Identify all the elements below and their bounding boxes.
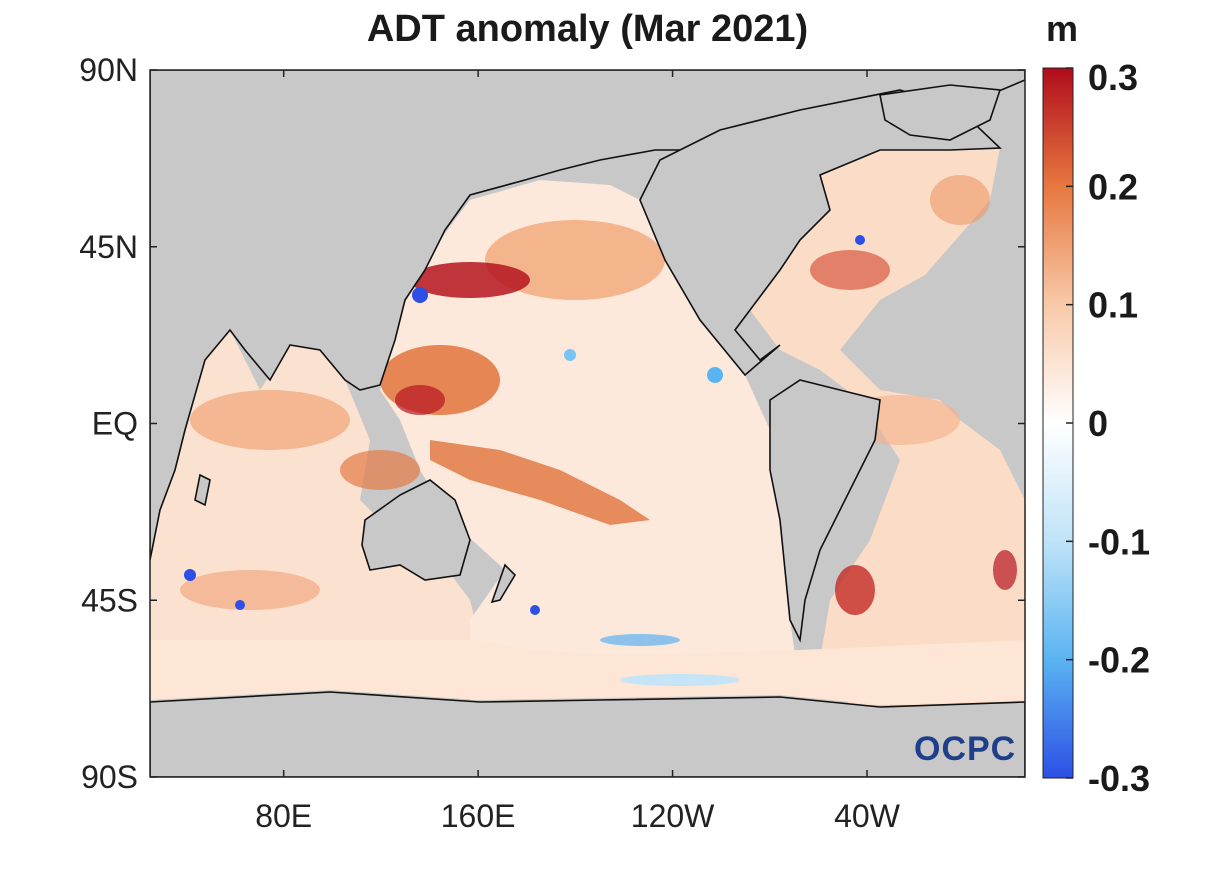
lat-tick-label: 90N bbox=[79, 52, 138, 88]
greenland bbox=[879, 84, 1002, 141]
lat-tick-label: 45N bbox=[79, 229, 138, 265]
north-america bbox=[639, 89, 1002, 377]
southern-ocean bbox=[150, 640, 1025, 705]
latitude-axis: 90N 45N EQ 45S 90S bbox=[79, 52, 1025, 795]
land-masses bbox=[150, 70, 1025, 777]
colorbar-tick-label: 0.1 bbox=[1088, 285, 1138, 326]
longitude-axis: 80E 160E 120W 40W bbox=[255, 70, 901, 834]
colorbar-tick-label: 0 bbox=[1088, 403, 1108, 444]
lat-tick-label: EQ bbox=[92, 406, 138, 442]
lon-tick-label: 160E bbox=[441, 798, 516, 834]
colorbar-units: m bbox=[1046, 8, 1079, 49]
map-area bbox=[150, 70, 1025, 777]
south-america bbox=[769, 379, 881, 643]
map-title: ADT anomaly (Mar 2021) bbox=[366, 8, 809, 50]
australia bbox=[361, 479, 471, 581]
colorbar-tick-label: 0.2 bbox=[1088, 166, 1138, 207]
colorbar-ticks: 0.3 0.2 0.1 0 -0.1 -0.2 -0.3 bbox=[1066, 57, 1150, 799]
lon-tick-label: 120W bbox=[631, 798, 715, 834]
colorbar-tick-label: -0.1 bbox=[1088, 521, 1150, 562]
colorbar-tick-label: -0.3 bbox=[1088, 758, 1150, 799]
new-zealand bbox=[490, 563, 517, 604]
lon-tick-label: 80E bbox=[255, 798, 312, 834]
madagascar bbox=[194, 473, 211, 507]
pacific-ocean bbox=[380, 180, 800, 700]
colorbar-tick-label: -0.2 bbox=[1088, 640, 1150, 681]
lon-tick-label: 40W bbox=[834, 798, 901, 834]
lat-tick-label: 45S bbox=[81, 582, 138, 618]
ocpc-logo: OCPC bbox=[914, 730, 1017, 768]
colorbar-tick-label: 0.3 bbox=[1088, 57, 1138, 98]
antarctica bbox=[150, 691, 1025, 777]
lat-tick-label: 90S bbox=[81, 759, 138, 795]
